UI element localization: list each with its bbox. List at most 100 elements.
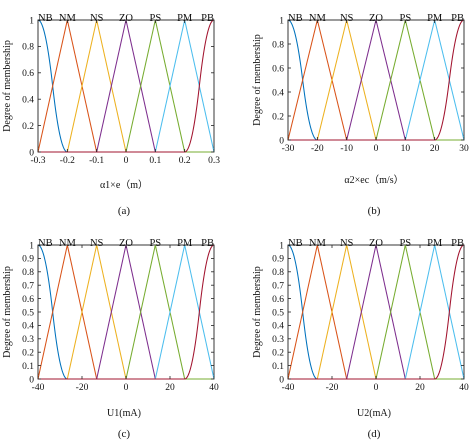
series-line-nm: [37, 244, 214, 380]
x-tick-label: 0: [124, 383, 129, 393]
x-tick-label: -20: [326, 383, 339, 393]
y-tick-label: 0.8: [22, 43, 34, 53]
mf-label-pb: PB: [451, 13, 464, 24]
y-tick-label: 1: [29, 16, 34, 26]
panel-c: -40 -20 0 20 40 0 0.1 0.2 0.3 0.4 0.5 0.6 0.7 0.8 0.9 1…: [2, 238, 219, 440]
plot-frame: [37, 19, 215, 153]
series-line-nb: [37, 19, 214, 153]
series-line-zo: [38, 244, 214, 380]
y-tick-label: 0.9: [272, 255, 284, 265]
series-line-nb: [287, 19, 464, 141]
series-line-ns: [38, 244, 214, 380]
y-tick-label: 0.7: [22, 282, 34, 292]
mf-label-ps: PS: [149, 238, 161, 249]
y-tick-label: 0.4: [22, 322, 34, 332]
mf-label-pb: PB: [451, 238, 464, 249]
panel-b: -30 -20 -10 0 10 20 30 0 0.2 0.4 0.6 0.8 1 NB NM NS ZO PS…: [252, 13, 469, 217]
plot-frame: [37, 244, 215, 380]
y-tick-label: 0.6: [272, 295, 284, 305]
panel-caption: (c): [118, 428, 131, 440]
y-tick-label: 0.8: [22, 268, 34, 278]
series-line-zo: [288, 244, 464, 380]
mf-label-pb: PB: [201, 238, 214, 249]
y-axis-title: Degree of membership: [2, 266, 13, 358]
series-line-pb: [288, 19, 465, 141]
series-line-ns: [38, 19, 214, 153]
y-tick-label: 0: [279, 375, 284, 385]
y-tick-label: 0.1: [272, 362, 284, 372]
mf-label-zo: ZO: [119, 238, 133, 249]
x-axis-title: U1(mA): [107, 408, 141, 419]
x-tick-label: 20: [165, 383, 175, 393]
series-line-zo: [38, 19, 214, 153]
y-tick-label: 0.7: [272, 282, 284, 292]
panel-caption: (b): [368, 205, 381, 217]
mf-label-ps: PS: [399, 13, 411, 24]
x-tick-label: 0.1: [149, 156, 161, 166]
mf-label-pm: PM: [427, 13, 443, 24]
mf-label-nb: NB: [38, 238, 53, 249]
mf-label-ns: NS: [90, 13, 104, 24]
x-tick-label: 0.2: [179, 156, 191, 166]
series-line-pb: [38, 19, 215, 153]
x-axis-title: α1×e（m）: [100, 179, 148, 191]
mf-label-nb: NB: [288, 238, 303, 249]
y-axis-title: Degree of membership: [252, 34, 263, 126]
y-tick-label: 0: [29, 148, 34, 158]
mf-label-nm: NM: [309, 13, 327, 24]
x-tick-label: 0.3: [208, 156, 220, 166]
x-tick-label: 40: [209, 383, 219, 393]
y-tick-label: 0.2: [22, 349, 34, 359]
x-tick-label: -40: [32, 383, 45, 393]
series-line-pm: [38, 244, 215, 380]
x-tick-label: 30: [459, 144, 469, 154]
panel-caption: (d): [368, 428, 381, 440]
series-line-pb: [38, 244, 215, 380]
series-line-ns: [288, 244, 464, 380]
series-line-ps: [38, 19, 214, 153]
mf-label-zo: ZO: [369, 238, 383, 249]
mf-label-ns: NS: [90, 238, 104, 249]
y-tick-label: 0.4: [272, 322, 284, 332]
y-tick-label: 0.8: [272, 268, 284, 278]
series-line-nm: [37, 19, 214, 153]
x-tick-label: 20: [415, 383, 425, 393]
x-tick-label: -0.2: [60, 156, 75, 166]
x-tick-label: -20: [311, 144, 324, 154]
y-tick-label: 0.2: [272, 112, 284, 122]
panel-d: -40 -20 0 20 40 0 0.1 0.2 0.3 0.4 0.5 0.6 0.7 0.8 0.9 1…: [252, 238, 469, 440]
mf-label-zo: ZO: [369, 13, 383, 24]
series-line-zo: [288, 19, 464, 141]
x-tick-label: -0.3: [30, 156, 45, 166]
series-line-ps: [288, 19, 464, 141]
x-tick-label: 20: [430, 144, 440, 154]
plot-frame: [287, 19, 465, 141]
series-line-pm: [38, 19, 215, 153]
mf-label-nb: NB: [288, 13, 303, 24]
series-line-pm: [288, 19, 465, 141]
mf-label-nm: NM: [59, 238, 77, 249]
x-tick-label: -30: [282, 144, 295, 154]
series-line-ps: [38, 244, 214, 380]
mf-label-ps: PS: [149, 13, 161, 24]
y-tick-label: 0.5: [22, 308, 34, 318]
series-line-pb: [288, 244, 465, 380]
y-tick-label: 0.9: [22, 255, 34, 265]
x-tick-label: -40: [282, 383, 295, 393]
y-tick-label: 0.8: [272, 40, 284, 50]
series-line-pm: [288, 244, 465, 380]
series-line-ps: [288, 244, 464, 380]
x-tick-label: 0: [124, 156, 129, 166]
y-tick-label: 0: [29, 375, 34, 385]
y-tick-label: 0: [279, 136, 284, 146]
x-tick-label: 0: [374, 383, 379, 393]
y-tick-label: 0.6: [22, 295, 34, 305]
x-tick-label: 10: [401, 144, 411, 154]
mf-label-nm: NM: [309, 238, 327, 249]
y-tick-label: 1: [279, 241, 284, 251]
mf-label-zo: ZO: [119, 13, 133, 24]
panel-a: -0.3 -0.2 -0.1 0 0.1 0.2 0.3 0 0.2 0.4 0.6 0.8 1 NB NM…: [2, 13, 220, 217]
x-axis-title: α2×ec（m/s）: [344, 174, 403, 186]
mf-label-pm: PM: [177, 13, 193, 24]
mf-label-nb: NB: [38, 13, 53, 24]
